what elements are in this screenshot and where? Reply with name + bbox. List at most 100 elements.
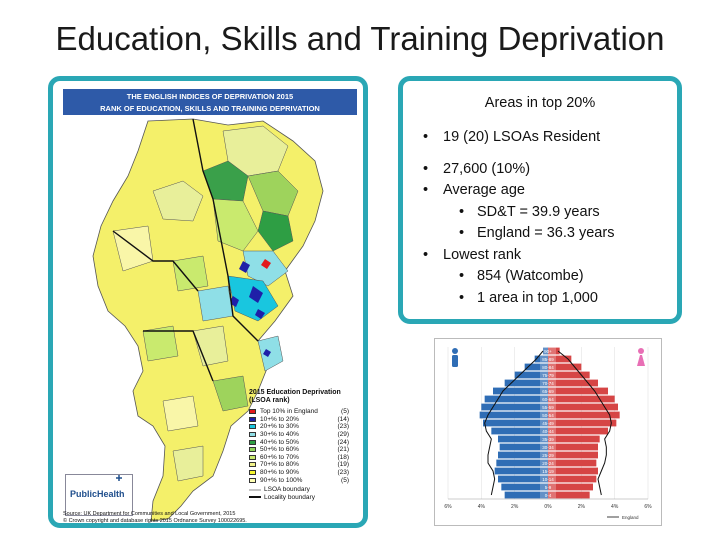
age-label-bg — [540, 403, 556, 411]
legend-count: (23) — [337, 423, 349, 431]
male-bar — [479, 411, 548, 419]
source-line1: Source: UK Department for Communities an… — [63, 511, 236, 517]
legend-count: (18) — [337, 453, 349, 461]
age-band-label: 65-69 — [542, 389, 554, 394]
female-icon-body — [637, 355, 645, 366]
male-bar — [498, 475, 548, 483]
map-header-line2: RANK OF EDUCATION, SKILLS AND TRAINING D… — [100, 104, 320, 113]
age-label-bg — [540, 459, 556, 467]
bullet-text: England = 36.3 years — [477, 225, 615, 241]
age-label-bg — [540, 395, 556, 403]
source-line2: © Crown copyright and database rights 20… — [63, 517, 247, 524]
population-pyramid: 90+ 85-89 80-84 75-79 70-74 65-69 60-64 55-59 50… — [434, 338, 662, 526]
age-band-label: 85-89 — [542, 357, 554, 362]
map-header-line1: THE ENGLISH INDICES OF DEPRIVATION 2015 — [126, 92, 294, 101]
bullet-text: 854 (Watcombe) — [477, 268, 584, 284]
male-bar — [514, 371, 548, 379]
legend-label: 40+% to 50% — [260, 438, 299, 446]
male-icon-body — [452, 355, 458, 367]
legend-item: 20+% to 30% (23) — [249, 423, 349, 431]
legend-label: 80+% to 90% — [260, 469, 299, 477]
bullet-item: • 27,600 (10%) — [423, 159, 614, 181]
female-bar — [548, 451, 598, 459]
legend-count: (5) — [341, 408, 349, 416]
female-bar — [548, 411, 620, 419]
legend-swatch — [249, 477, 256, 483]
legend-item: 90+% to 100% (5) — [249, 476, 349, 484]
legend-title-line2: (LSOA rank) — [249, 397, 290, 404]
x-tick-label: 0% — [544, 504, 552, 510]
male-bar — [499, 443, 548, 451]
map-source: Source: UK Department for Communities an… — [63, 511, 363, 524]
age-label-bg — [540, 387, 556, 395]
female-bar — [548, 355, 572, 363]
legend-count: (23) — [337, 469, 349, 477]
deprivation-map-panel: THE ENGLISH INDICES OF DEPRIVATION 2015 … — [48, 76, 368, 528]
info-panel: Areas in top 20% • 19 (20) LSOAs Resident… — [398, 76, 682, 324]
male-bar — [504, 379, 548, 387]
legend-item: 40+% to 50% (24) — [249, 438, 349, 446]
legend-locality-boundary: Locality boundary — [249, 494, 349, 502]
legend-lsoa-label: LSOA boundary — [264, 486, 310, 494]
age-band-label: 30-34 — [542, 445, 554, 450]
male-bar — [504, 491, 548, 499]
legend-lsoa-boundary: LSOA boundary — [249, 486, 349, 494]
age-label-bg — [540, 363, 556, 371]
age-label-bg — [540, 419, 556, 427]
bullet-text: Average age — [443, 182, 525, 198]
legend-count: (21) — [337, 446, 349, 454]
bullet-icon: • — [423, 129, 429, 145]
age-label-bg — [540, 443, 556, 451]
male-bar — [501, 483, 548, 491]
legend-label: Top 10% in England — [260, 408, 318, 416]
female-bar — [548, 347, 560, 355]
age-band-label: 45-49 — [542, 421, 554, 426]
age-label-bg — [540, 467, 556, 475]
age-label-bg — [540, 435, 556, 443]
logo-text: PublicHealth — [70, 489, 125, 499]
age-band-label: 80-84 — [542, 365, 554, 370]
bullet-item: • 854 (Watcombe) — [423, 266, 614, 288]
bullet-text: 1 area in top 1,000 — [477, 289, 598, 306]
age-band-label: 5-9 — [545, 485, 552, 490]
age-label-bg — [540, 483, 556, 491]
age-band-label: 90+ — [544, 349, 552, 354]
legend-title-line1: 2015 Education Deprivation — [249, 389, 341, 396]
bullet-icon: • — [423, 160, 429, 177]
legend-item: 80+% to 90% (23) — [249, 469, 349, 477]
male-bar — [496, 459, 548, 467]
legend-item: 70+% to 80% (19) — [249, 461, 349, 469]
deprivation-map — [92, 118, 324, 522]
female-bar — [548, 419, 617, 427]
female-bar — [548, 467, 598, 475]
bullet-icon: • — [423, 182, 429, 198]
legend-label: 70+% to 80% — [260, 461, 299, 469]
legend-item: 50+% to 60% (21) — [249, 446, 349, 454]
age-label-bg — [540, 379, 556, 387]
male-bar — [493, 387, 548, 395]
slide-title: Education, Skills and Training Deprivati… — [55, 20, 665, 57]
bullet-item: • SD&T = 39.9 years — [423, 202, 614, 224]
male-bar — [524, 363, 548, 371]
female-bar — [548, 371, 590, 379]
legend-title: 2015 Education Deprivation (LSOA rank) — [249, 389, 349, 405]
age-band-label: 60-64 — [542, 397, 554, 402]
male-bar — [498, 435, 548, 443]
x-tick-label: 6% — [644, 504, 652, 510]
bullet-item: • 19 (20) LSOAs Resident — [423, 127, 614, 149]
female-bar — [548, 379, 598, 387]
male-bar — [484, 395, 548, 403]
age-label-bg — [540, 411, 556, 419]
bullet-icon: • — [459, 225, 465, 241]
legend-label: 30+% to 40% — [260, 431, 299, 439]
female-bar — [548, 475, 597, 483]
male-bar — [543, 347, 548, 355]
legend-count: (5) — [341, 476, 349, 484]
age-label-bg — [540, 475, 556, 483]
legend-item: 10+% to 20% (14) — [249, 416, 349, 424]
age-band-label: 25-29 — [542, 453, 554, 458]
age-band-label: 0-4 — [545, 493, 552, 498]
x-tick-label: 4% — [611, 504, 619, 510]
map-legend: 2015 Education Deprivation (LSOA rank) T… — [249, 389, 349, 501]
legend-swatch — [249, 439, 256, 445]
